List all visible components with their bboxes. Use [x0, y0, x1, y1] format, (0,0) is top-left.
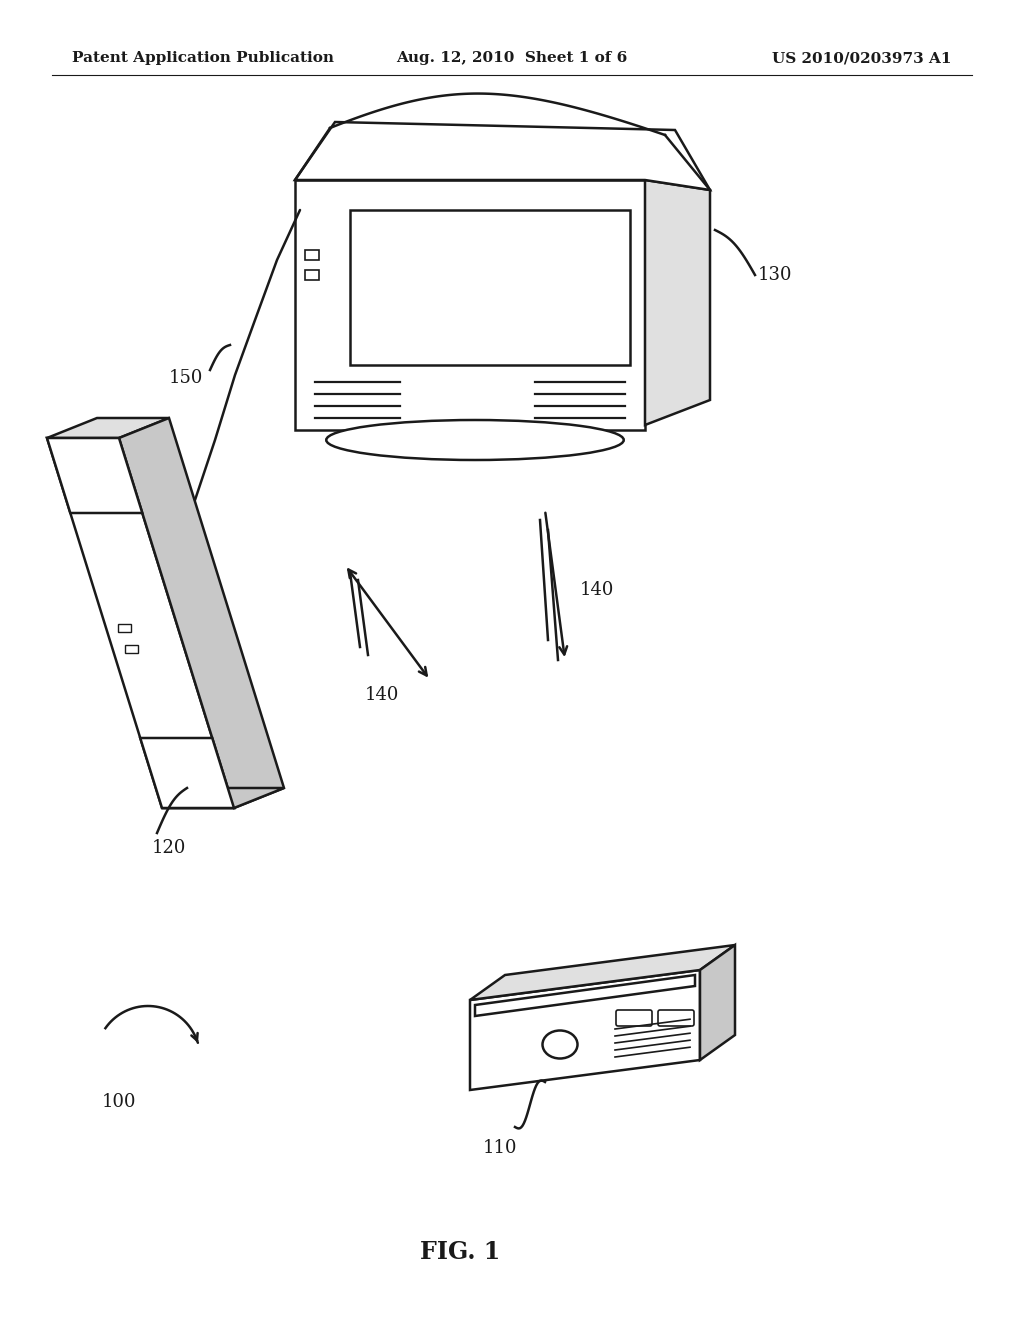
Bar [305, 271, 319, 280]
Polygon shape [162, 788, 284, 808]
FancyBboxPatch shape [295, 180, 645, 430]
Text: 140: 140 [580, 581, 614, 599]
Text: Patent Application Publication: Patent Application Publication [72, 51, 334, 65]
Bar [305, 249, 319, 260]
Ellipse shape [327, 420, 624, 459]
Text: 150: 150 [169, 370, 203, 387]
Text: 140: 140 [365, 686, 399, 704]
Text: FIG. 1: FIG. 1 [420, 1239, 501, 1265]
Ellipse shape [543, 1031, 578, 1059]
Polygon shape [295, 121, 710, 190]
Polygon shape [47, 418, 169, 438]
Text: 120: 120 [152, 840, 186, 857]
Text: 130: 130 [758, 267, 793, 284]
Text: 100: 100 [102, 1093, 136, 1111]
Text: Aug. 12, 2010  Sheet 1 of 6: Aug. 12, 2010 Sheet 1 of 6 [396, 51, 628, 65]
FancyBboxPatch shape [616, 1010, 652, 1026]
Text: US 2010/0203973 A1: US 2010/0203973 A1 [772, 51, 952, 65]
Polygon shape [470, 970, 700, 1090]
Polygon shape [700, 945, 735, 1060]
Text: 110: 110 [482, 1139, 517, 1158]
Polygon shape [645, 180, 710, 425]
Bar [350, 210, 630, 366]
Bar [118, 624, 131, 632]
Polygon shape [475, 975, 695, 1016]
Polygon shape [47, 438, 142, 513]
Polygon shape [140, 738, 234, 808]
FancyBboxPatch shape [658, 1010, 694, 1026]
Polygon shape [47, 438, 234, 808]
Polygon shape [119, 418, 284, 808]
Bar [125, 644, 137, 652]
Polygon shape [470, 945, 735, 1001]
